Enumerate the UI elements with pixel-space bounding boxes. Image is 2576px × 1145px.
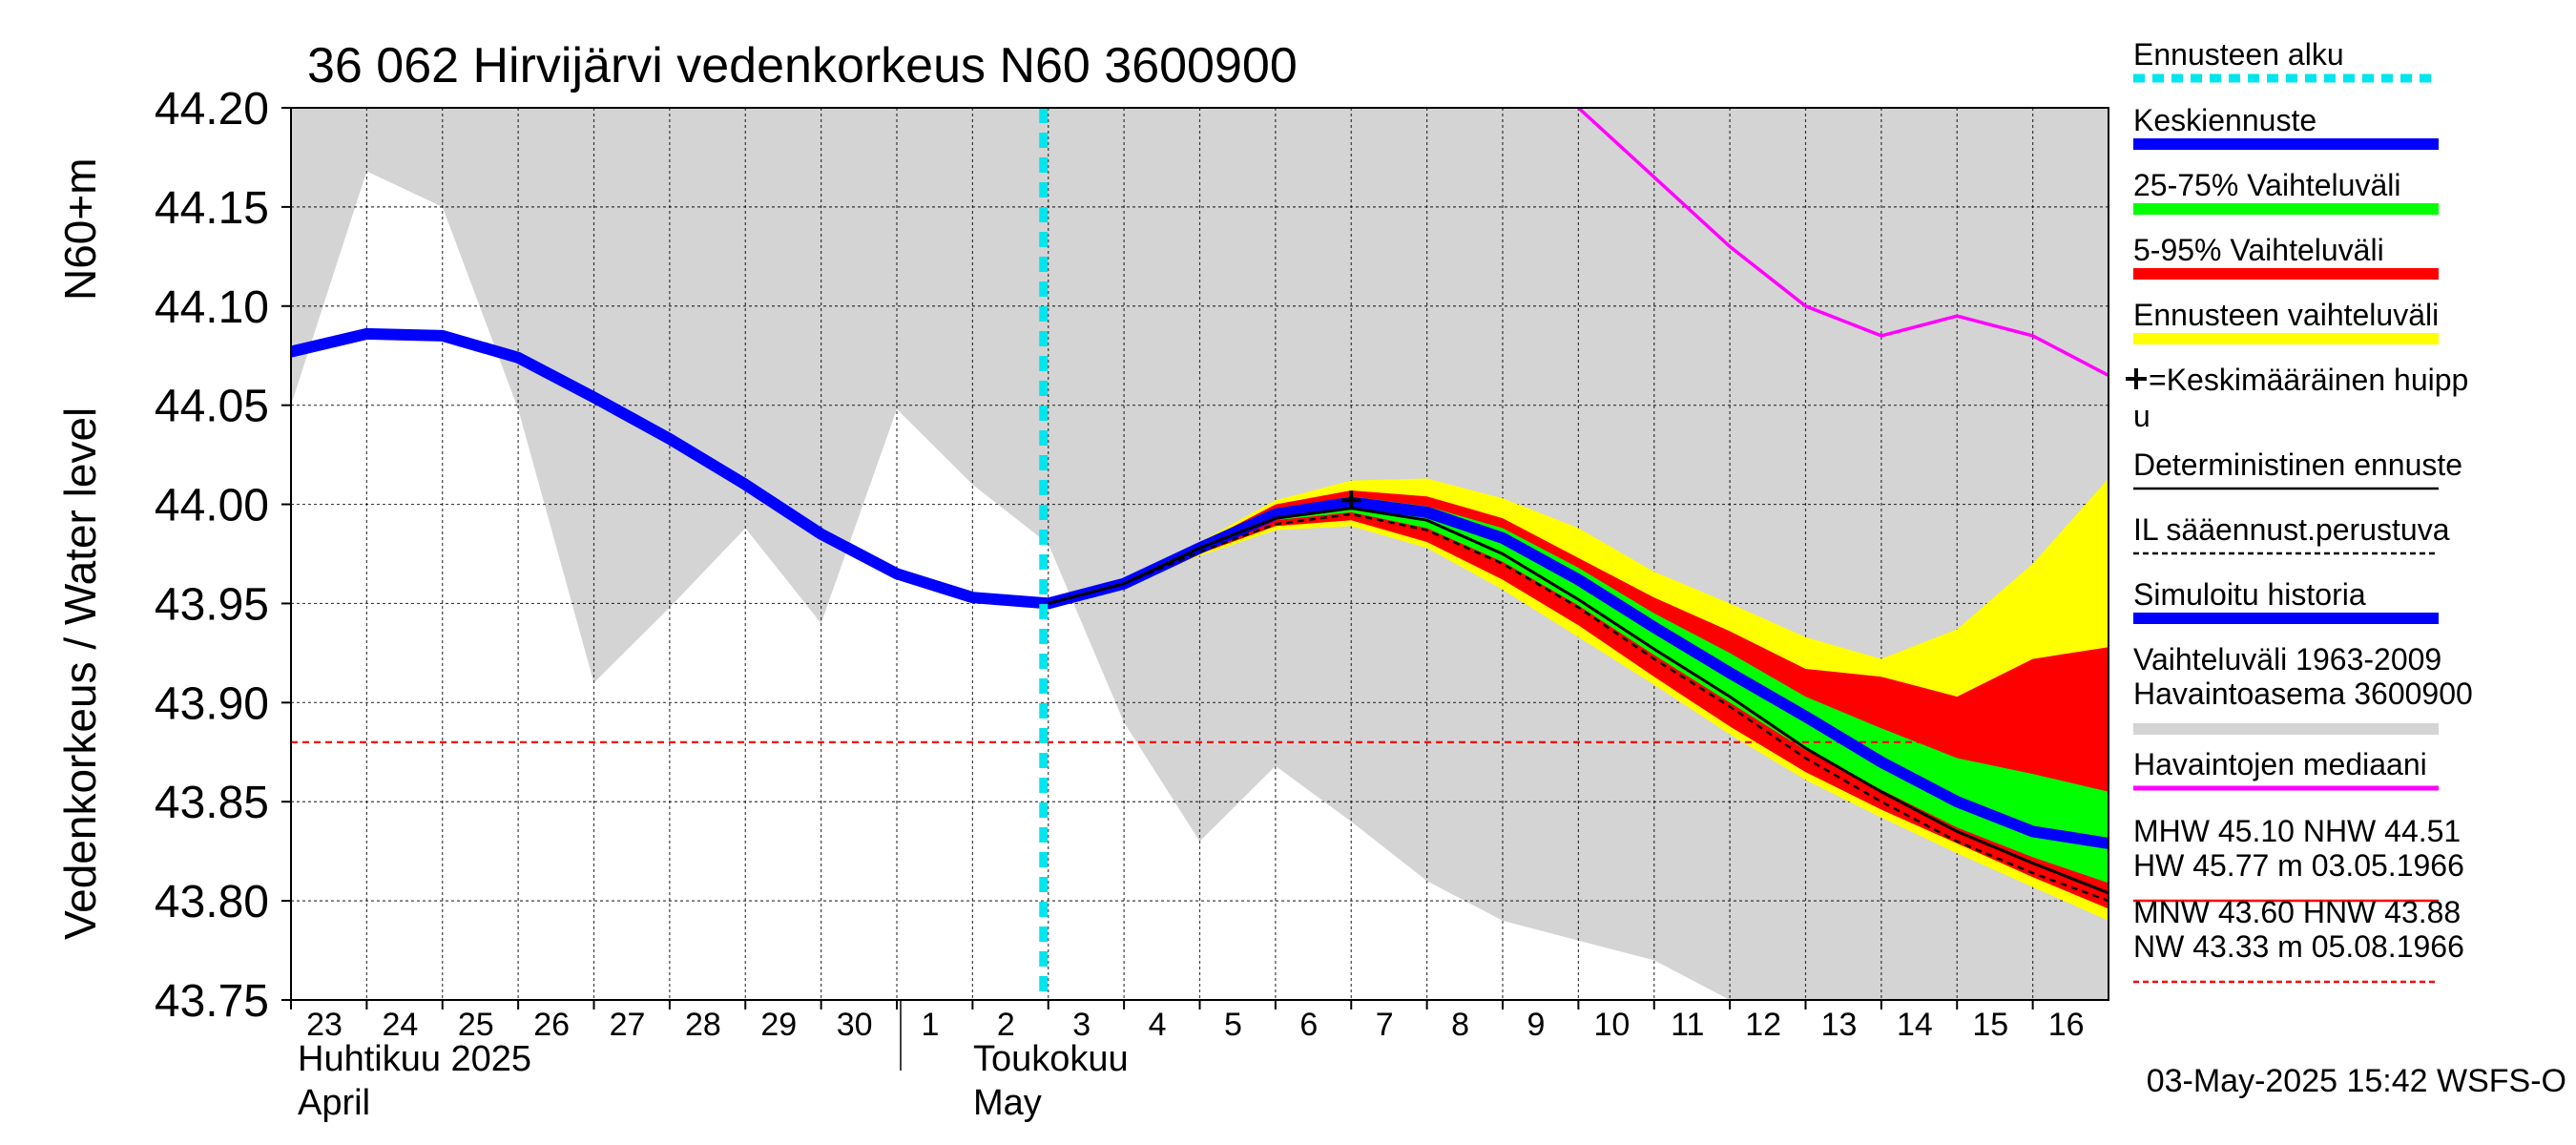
- legend-label: Ennusteen vaihteluväli: [2133, 298, 2439, 332]
- x-tick-label: 30: [837, 1007, 873, 1043]
- x-tick-label: 10: [1593, 1007, 1630, 1043]
- y-tick-label: 43.85: [155, 778, 269, 828]
- x-tick-label: 1: [922, 1007, 940, 1043]
- axis-ticks: 44.20 44.15 44.10 44.05 44.00 43.95 43.90 43.85…: [155, 84, 2085, 1071]
- x-tick-label: 8: [1451, 1007, 1469, 1043]
- y-tick-label: 44.15: [155, 183, 269, 234]
- x-tick-label: 9: [1527, 1007, 1546, 1043]
- y-axis-label: Vedenkorkeus / Water level: [55, 407, 105, 940]
- y-tick-label: 43.80: [155, 877, 269, 927]
- x-tick-label: 27: [610, 1007, 646, 1043]
- legend-label: 5-95% Vaihteluväli: [2133, 233, 2384, 267]
- y-tick-label: 43.90: [155, 678, 269, 729]
- x-tick-label: 2: [997, 1007, 1015, 1043]
- legend-label: Simuloitu historia: [2133, 577, 2366, 612]
- x-tick-label: 14: [1897, 1007, 1933, 1043]
- series-deterministinen-ennuste: [1048, 507, 2109, 895]
- legend-label-line2: Havaintoasema 3600900: [2133, 677, 2473, 711]
- x-tick-label: 4: [1149, 1007, 1167, 1043]
- x-tick-label: 6: [1299, 1007, 1318, 1043]
- legend-label: MHW 45.10 NHW 44.51: [2133, 814, 2461, 848]
- legend-label: Ennusteen alku: [2133, 37, 2344, 72]
- x-tick-label: 16: [2048, 1007, 2085, 1043]
- x-tick-label: 5: [1224, 1007, 1242, 1043]
- series-il-saaennuste: [1048, 512, 2109, 903]
- y-tick-label: 44.05: [155, 382, 269, 432]
- x-tick-label: 25: [458, 1007, 494, 1043]
- series-havaintojen-mediaani: [1577, 108, 2109, 378]
- y-tick-label: 44.10: [155, 282, 269, 333]
- y-axis-unit: N60+m: [55, 157, 105, 301]
- legend: Ennusteen alku Keskiennuste 25-75% Vaihtel…: [2126, 37, 2473, 984]
- legend-label: IL sääennust.perustuva: [2133, 512, 2450, 547]
- legend-label-line2: NW 43.33 m 05.08.1966: [2133, 929, 2464, 964]
- x-tick-label: 12: [1745, 1007, 1781, 1043]
- legend-label: MNW 43.60 HNW 43.88: [2133, 895, 2461, 929]
- x-tick-label: 15: [1972, 1007, 2008, 1043]
- x-tick-label: 28: [685, 1007, 721, 1043]
- x-tick-label: 29: [760, 1007, 797, 1043]
- series-lines: [291, 108, 2109, 1000]
- legend-label: Havaintojen mediaani: [2133, 747, 2427, 781]
- legend-label: Deterministinen ennuste: [2133, 448, 2462, 482]
- legend-label: =Keskimääräinen huipp: [2149, 363, 2468, 397]
- month-label-en-may: May: [973, 1083, 1042, 1123]
- peak-marker: [1341, 490, 1361, 510]
- y-tick-label: 43.95: [155, 579, 269, 630]
- legend-label: 25-75% Vaihteluväli: [2133, 168, 2400, 202]
- x-tick-label: 7: [1376, 1007, 1394, 1043]
- legend-peak-plus-icon: [2126, 368, 2147, 389]
- x-tick-label: 24: [382, 1007, 418, 1043]
- y-tick-label: 44.20: [155, 84, 269, 135]
- x-tick-label: 13: [1821, 1007, 1858, 1043]
- x-tick-label: 23: [306, 1007, 343, 1043]
- x-tick-label: 26: [533, 1007, 570, 1043]
- x-tick-label: 3: [1072, 1007, 1091, 1043]
- legend-label-line2: u: [2133, 399, 2150, 433]
- legend-label: Vaihteluväli 1963-2009: [2133, 642, 2441, 677]
- chart-footer-timestamp: 03-May-2025 15:42 WSFS-O: [2147, 1063, 2566, 1099]
- month-label-fi-may: Toukokuu: [973, 1039, 1129, 1079]
- y-tick-label: 43.75: [155, 976, 269, 1027]
- legend-label: Keskiennuste: [2133, 103, 2316, 137]
- chart-title: 36 062 Hirvijärvi vedenkorkeus N60 36009…: [307, 38, 1298, 94]
- legend-label-line2: HW 45.77 m 03.05.1966: [2133, 848, 2464, 883]
- month-label-en-april: April: [298, 1083, 370, 1123]
- x-tick-label: 11: [1671, 1007, 1704, 1043]
- y-tick-label: 44.00: [155, 481, 269, 531]
- month-label-fi-april: Huhtikuu 2025: [298, 1039, 531, 1079]
